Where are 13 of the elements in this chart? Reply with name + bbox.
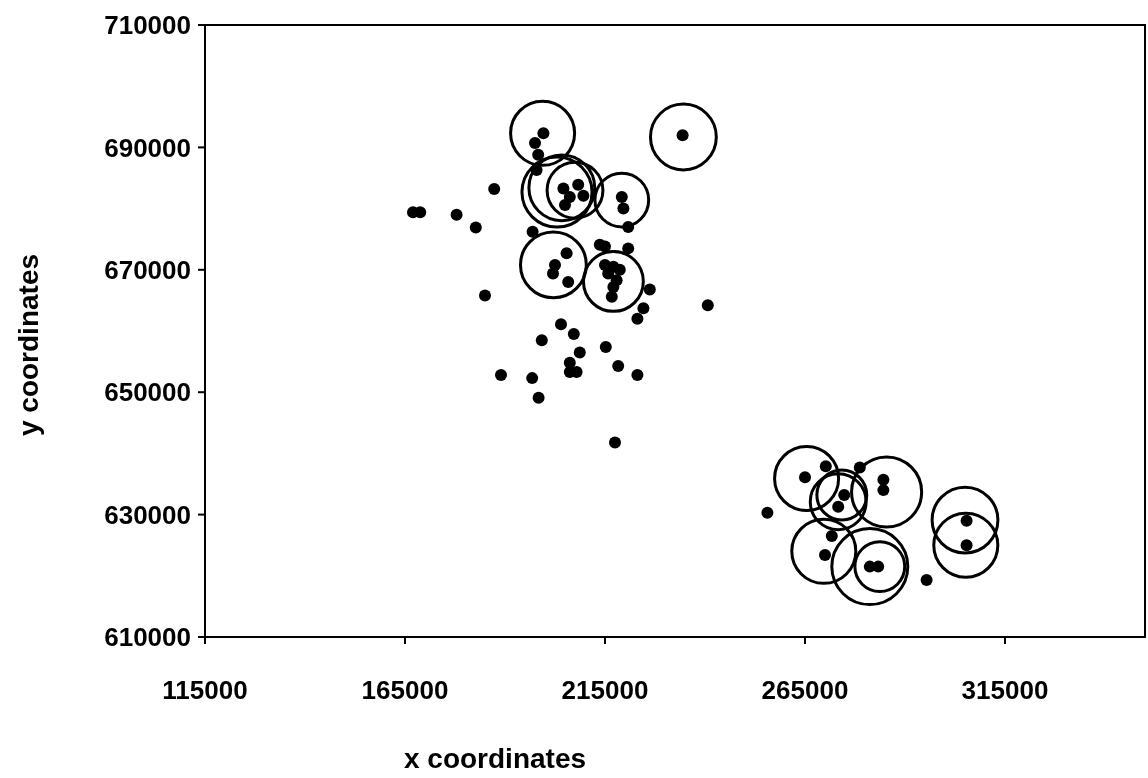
x-tick-label: 215000 <box>561 675 649 705</box>
y-tick-label: 710000 <box>104 10 191 41</box>
x-tick-label: 315000 <box>961 675 1049 705</box>
y-tick-label: 610000 <box>104 622 191 653</box>
y-tick-label: 670000 <box>104 254 191 285</box>
y-tick-label: 630000 <box>104 499 191 530</box>
x-axis-title: x coordinates <box>403 743 587 774</box>
y-axis-title: y coordinates <box>13 253 44 437</box>
y-tick-label: 690000 <box>104 132 191 163</box>
x-tick-label: 265000 <box>761 675 849 705</box>
y-tick-label: 650000 <box>104 377 191 408</box>
x-tick-label: 165000 <box>361 675 449 705</box>
x-tick-label: 115000 <box>162 675 248 705</box>
